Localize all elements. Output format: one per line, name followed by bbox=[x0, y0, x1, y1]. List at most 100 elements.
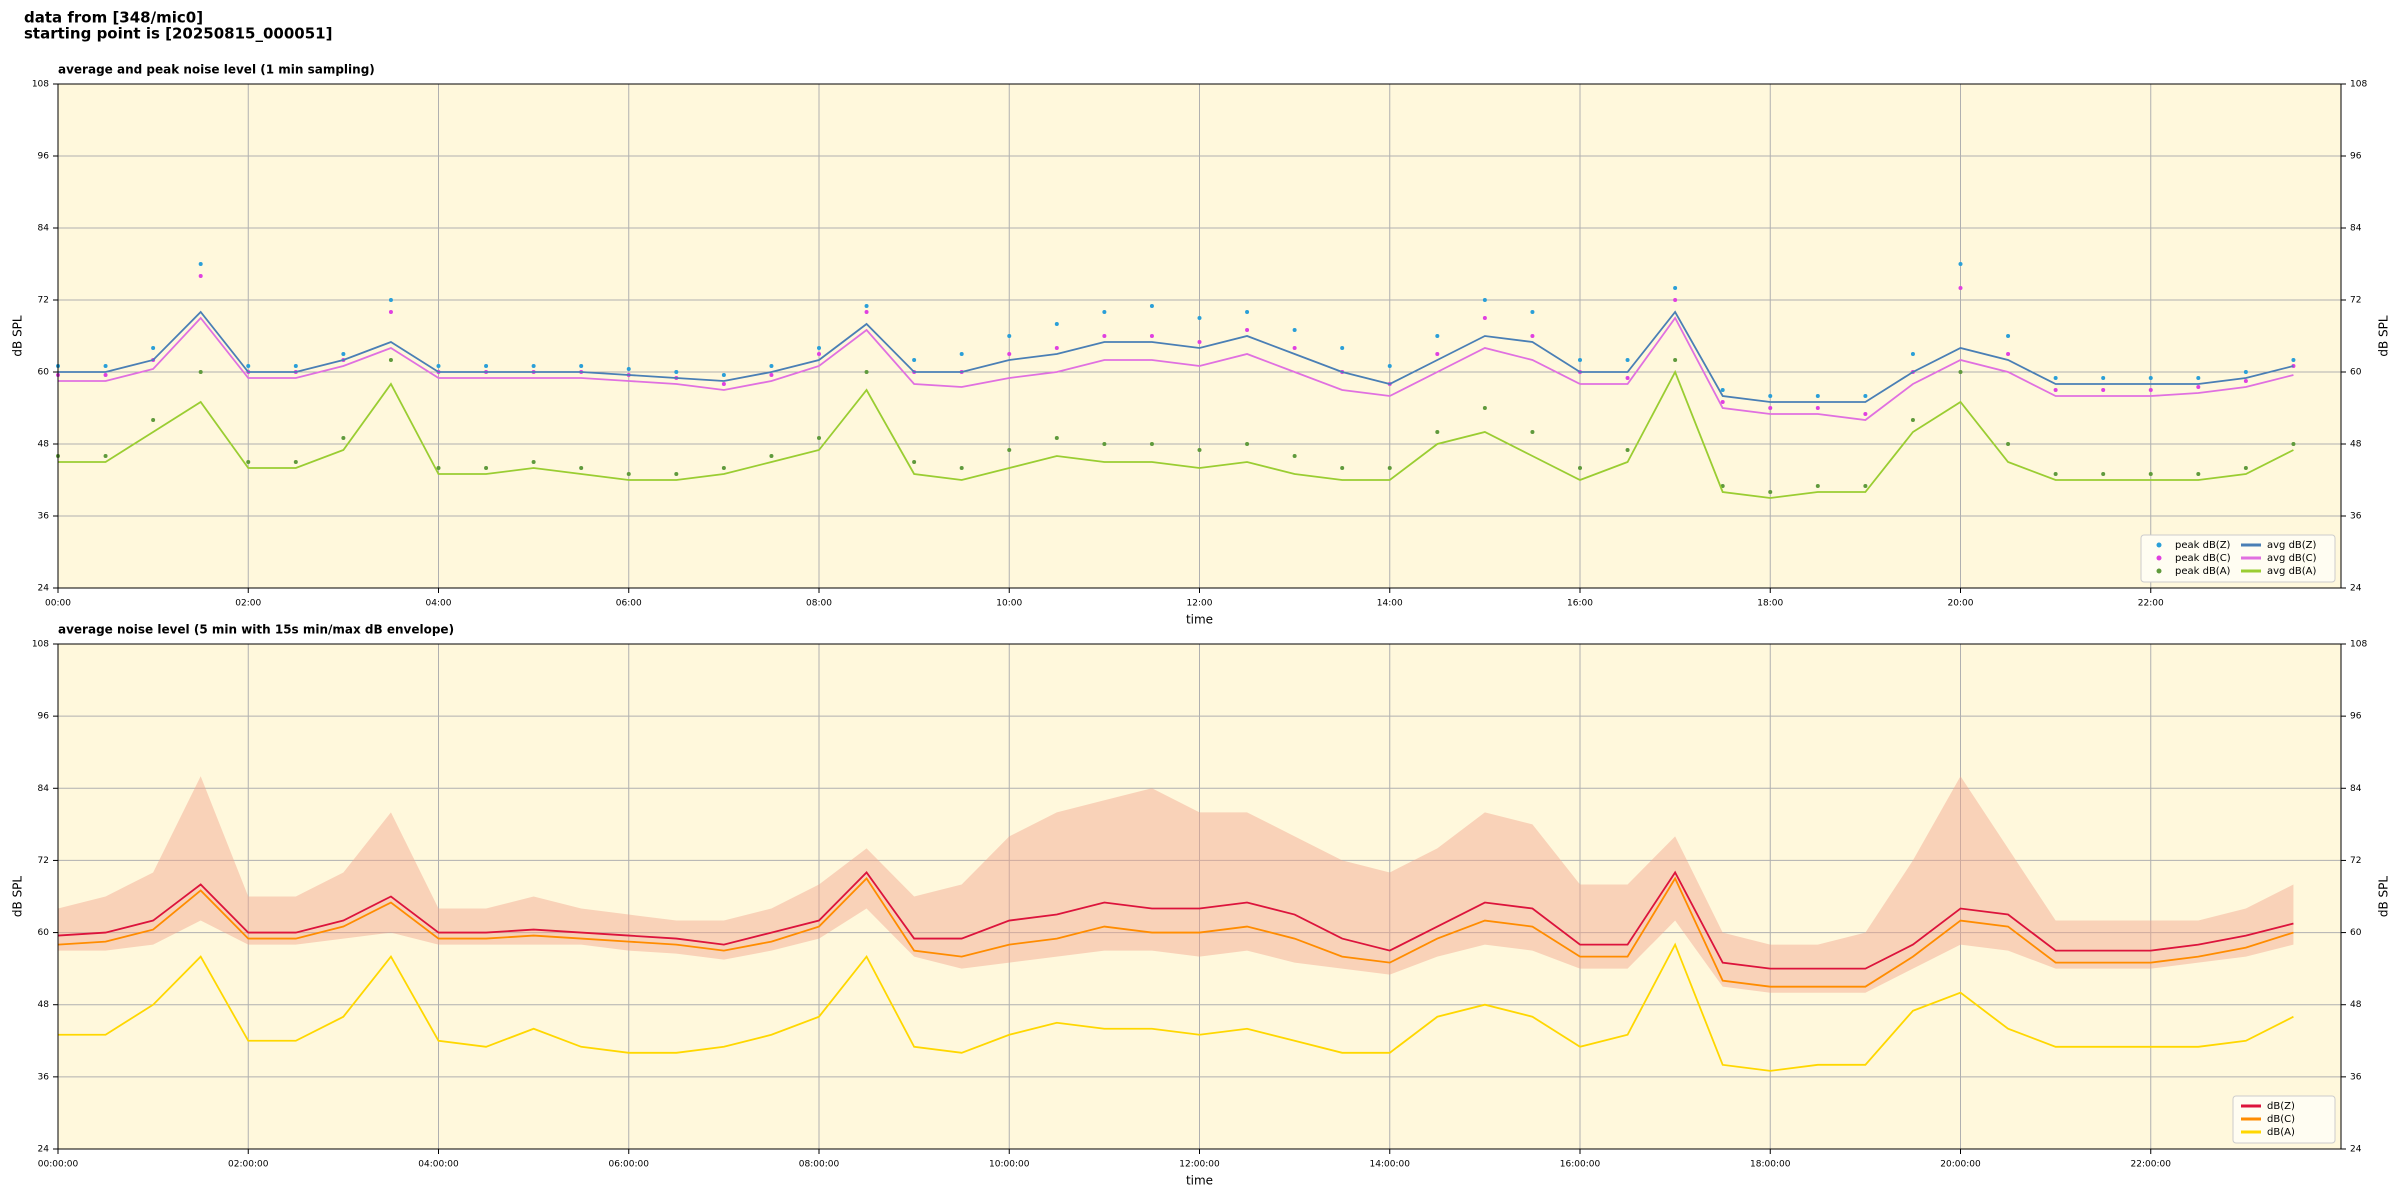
x-tick-label: 00:00 bbox=[45, 599, 71, 609]
legend-label: peak dB(C) bbox=[2175, 553, 2231, 564]
chart-panel: average and peak noise level (1 min samp… bbox=[11, 63, 2391, 627]
y-tick-label: 48 bbox=[38, 440, 50, 450]
y-tick-label: 96 bbox=[38, 152, 50, 162]
peak-point bbox=[959, 352, 964, 356]
y-tick-label-right: 36 bbox=[2350, 1072, 2362, 1082]
peak-point bbox=[1149, 334, 1154, 338]
peak-point bbox=[2053, 472, 2058, 476]
peak-point bbox=[2243, 370, 2248, 374]
x-tick-label: 18:00:00 bbox=[1750, 1160, 1791, 1170]
y-axis-label: dB SPL bbox=[11, 315, 25, 357]
peak-point bbox=[1102, 442, 1107, 446]
peak-point bbox=[103, 373, 108, 377]
peak-point bbox=[626, 472, 631, 476]
peak-point bbox=[1197, 316, 1202, 320]
legend-marker bbox=[2156, 568, 2162, 574]
peak-point bbox=[2196, 376, 2201, 380]
peak-point bbox=[1007, 334, 1012, 338]
peak-point bbox=[864, 304, 869, 308]
y-tick-label-right: 108 bbox=[2350, 80, 2367, 90]
peak-point bbox=[2101, 376, 2106, 380]
peak-point bbox=[1530, 430, 1535, 434]
y-tick-label-right: 96 bbox=[2350, 712, 2362, 722]
x-tick-label: 06:00:00 bbox=[609, 1160, 650, 1170]
peak-point bbox=[341, 436, 346, 440]
y-tick-label: 84 bbox=[38, 784, 50, 794]
legend-label: avg dB(Z) bbox=[2267, 540, 2317, 551]
peak-point bbox=[864, 310, 869, 314]
peak-point bbox=[2006, 442, 2011, 446]
peak-point bbox=[1815, 406, 1820, 410]
peak-point bbox=[1910, 418, 1915, 422]
y-tick-label-right: 48 bbox=[2350, 440, 2362, 450]
peak-point bbox=[1482, 316, 1487, 320]
peak-point bbox=[912, 358, 917, 362]
peak-point bbox=[1197, 340, 1202, 344]
y-tick-label: 48 bbox=[38, 1000, 50, 1010]
peak-point bbox=[1815, 394, 1820, 398]
peak-point bbox=[246, 364, 251, 368]
peak-point bbox=[2243, 466, 2248, 470]
legend-marker bbox=[2156, 555, 2162, 561]
peak-point bbox=[198, 370, 203, 374]
chart-panel: average noise level (5 min with 15s min/… bbox=[11, 623, 2391, 1188]
y-tick-label: 24 bbox=[38, 1145, 50, 1155]
legend-label: dB(A) bbox=[2267, 1127, 2295, 1138]
y-tick-label-right: 72 bbox=[2350, 296, 2361, 306]
peak-point bbox=[721, 466, 726, 470]
peak-point bbox=[1340, 346, 1345, 350]
peak-point bbox=[2053, 388, 2058, 392]
legend-label: avg dB(C) bbox=[2267, 553, 2317, 564]
legend-box bbox=[2140, 534, 2336, 583]
plot-frame bbox=[57, 643, 2342, 1150]
peak-point bbox=[1768, 490, 1773, 494]
peak-point bbox=[1673, 286, 1678, 290]
peak-point bbox=[436, 466, 441, 470]
peak-point bbox=[531, 460, 536, 464]
peak-point bbox=[2101, 388, 2106, 392]
x-tick-label: 04:00 bbox=[426, 599, 452, 609]
y-tick-label-right: 84 bbox=[2350, 224, 2362, 234]
peak-point bbox=[436, 364, 441, 368]
peak-point bbox=[1149, 442, 1154, 446]
peak-point bbox=[1863, 484, 1868, 488]
peak-point bbox=[1815, 484, 1820, 488]
peak-point bbox=[1292, 346, 1297, 350]
peak-point bbox=[1625, 448, 1630, 452]
peak-point bbox=[1958, 262, 1963, 266]
x-tick-label: 20:00:00 bbox=[1940, 1160, 1981, 1170]
peak-point bbox=[1578, 358, 1582, 362]
peak-point bbox=[1863, 412, 1868, 416]
y-axis-label: dB SPL bbox=[11, 876, 25, 918]
peak-point bbox=[1054, 436, 1059, 440]
y-tick-label: 60 bbox=[38, 928, 50, 938]
y-tick-label: 36 bbox=[38, 512, 50, 522]
legend-label: peak dB(A) bbox=[2175, 566, 2231, 577]
series-line bbox=[58, 310, 2294, 403]
peak-point bbox=[1720, 484, 1725, 488]
series-line bbox=[57, 870, 2294, 970]
legend-label: peak dB(Z) bbox=[2175, 540, 2231, 551]
x-tick-label: 18:00 bbox=[1757, 599, 1783, 609]
peak-point bbox=[1768, 406, 1773, 410]
peak-point bbox=[1768, 394, 1773, 398]
peak-point bbox=[1720, 388, 1725, 392]
peak-point bbox=[1435, 352, 1440, 356]
peak-point bbox=[579, 364, 584, 368]
x-tick-label: 02:00 bbox=[235, 599, 261, 609]
peak-point bbox=[1910, 352, 1915, 356]
peak-point bbox=[1530, 310, 1535, 314]
peak-point bbox=[1102, 334, 1107, 338]
y-tick-label: 36 bbox=[38, 1072, 50, 1082]
y-tick-label: 72 bbox=[38, 856, 49, 866]
peak-point bbox=[388, 358, 393, 362]
peak-point bbox=[674, 370, 679, 374]
peak-point bbox=[721, 373, 726, 377]
y-axis-label-right: dB SPL bbox=[2377, 315, 2391, 357]
peak-point bbox=[2291, 442, 2296, 446]
peak-point bbox=[626, 367, 631, 371]
peak-point bbox=[817, 436, 821, 440]
peak-point bbox=[1435, 334, 1440, 338]
peak-point bbox=[2006, 334, 2011, 338]
